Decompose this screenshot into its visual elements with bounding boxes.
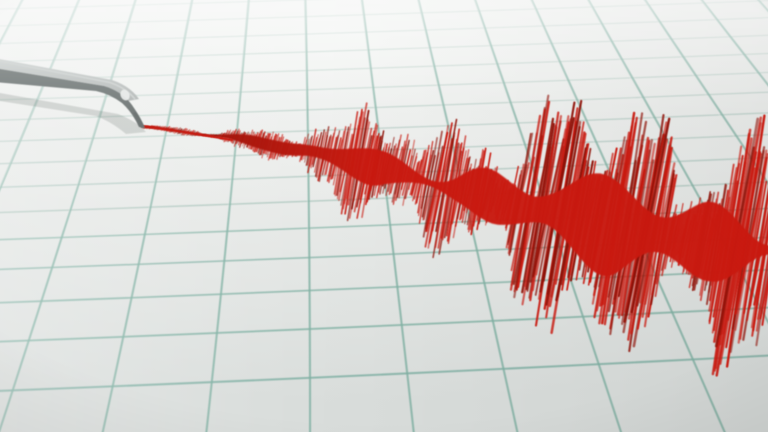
stylus-notch xyxy=(120,89,130,101)
stylus-shadow xyxy=(0,93,146,134)
stylus-top-face xyxy=(0,59,139,101)
trace-spike xyxy=(756,254,768,320)
trace-lead-in xyxy=(141,125,233,141)
trace-spike xyxy=(515,94,550,290)
trace-spike xyxy=(753,229,768,306)
trace-spike xyxy=(759,274,768,320)
trace-core-band xyxy=(144,126,768,282)
trace-spike xyxy=(422,137,438,221)
trace-spike xyxy=(435,118,458,232)
stylus-needle-tip xyxy=(133,112,145,128)
trace-spike xyxy=(431,122,453,232)
stylus-group xyxy=(0,59,146,134)
trace-core-group xyxy=(144,126,768,282)
trace-spike xyxy=(761,281,768,326)
stylus-front-face xyxy=(0,68,145,128)
stylus-specular-highlight xyxy=(0,60,136,100)
